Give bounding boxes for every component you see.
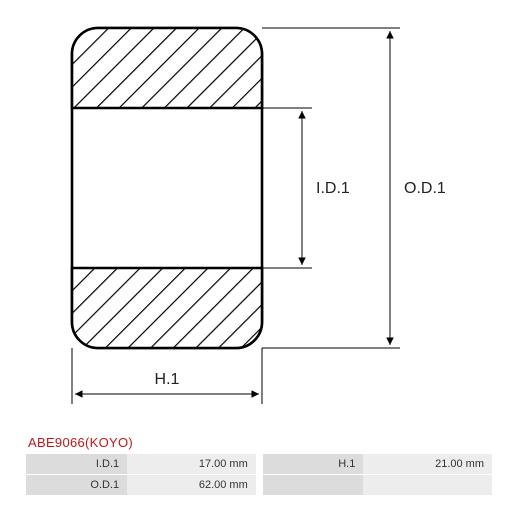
part-number: ABE9066(KOYO) — [28, 435, 492, 450]
od1-label: O.D.1 — [404, 180, 446, 197]
bearing-section — [72, 28, 262, 348]
spec-footer: ABE9066(KOYO) I.D.1 17.00 mm H.1 21.00 m… — [26, 435, 492, 496]
spec-id1-label: I.D.1 — [26, 454, 127, 475]
dimension-id1: I.D.1 — [262, 108, 350, 268]
table-row: O.D.1 62.00 mm — [26, 475, 492, 496]
h1-label: H.1 — [155, 371, 180, 388]
spec-h1-label: H.1 — [263, 454, 363, 475]
id1-label: I.D.1 — [316, 180, 350, 197]
spec-od1-value: 62.00 mm — [127, 475, 256, 496]
diagram-stage: O.D.1 I.D.1 H.1 ABE9066(KOYO) I.D.1 17.0… — [0, 0, 512, 512]
table-row: I.D.1 17.00 mm H.1 21.00 mm — [26, 454, 492, 475]
spec-od1-label: O.D.1 — [26, 475, 127, 496]
spec-h1-value: 21.00 mm — [363, 454, 492, 475]
technical-drawing: O.D.1 I.D.1 H.1 — [0, 0, 512, 440]
dimension-od1: O.D.1 — [262, 28, 446, 348]
dimension-h1: H.1 — [72, 348, 262, 404]
spec-table: I.D.1 17.00 mm H.1 21.00 mm O.D.1 62.00 … — [26, 454, 492, 496]
spec-id1-value: 17.00 mm — [127, 454, 256, 475]
